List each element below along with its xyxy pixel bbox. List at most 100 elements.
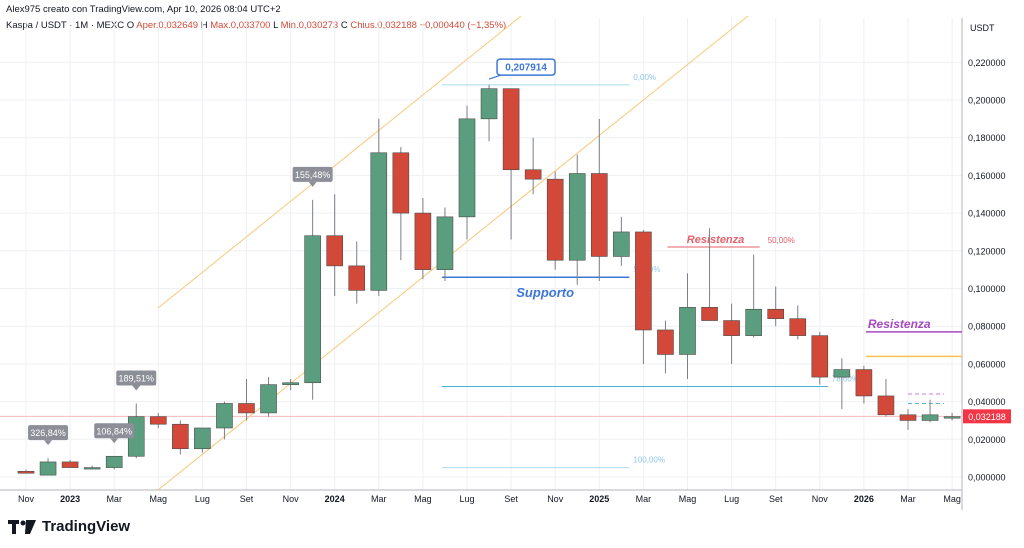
- symbol-label: Kaspa / USDT · 1M · MEXC: [6, 20, 125, 31]
- candle: [260, 384, 277, 414]
- candle: [679, 307, 696, 355]
- candle: [899, 414, 917, 421]
- candle: [39, 461, 57, 476]
- x-tick-label: Nov: [812, 494, 829, 504]
- last-price-label: 0,032188: [968, 412, 1006, 422]
- candle: [172, 423, 189, 450]
- resistance-2-label: Resistenza: [868, 317, 931, 331]
- y-tick-label: 0,140000: [968, 209, 1006, 219]
- percent-tag-box: [94, 423, 135, 439]
- candle: [216, 403, 233, 429]
- candle: [414, 212, 432, 270]
- y-tick-label: 0,200000: [968, 96, 1006, 106]
- candle: [326, 235, 344, 267]
- candle: [811, 335, 829, 378]
- candle: [635, 231, 652, 331]
- change-value: −0,000440 (−1,35%): [419, 20, 507, 31]
- candle: [238, 403, 255, 414]
- y-tick-label: 0,160000: [968, 171, 1006, 181]
- candle: [194, 427, 211, 450]
- candle: [436, 216, 454, 270]
- y-tick-label: 0,020000: [968, 435, 1006, 445]
- fib-level-label: 78,60%: [832, 375, 859, 384]
- candle: [17, 471, 35, 474]
- candle: [590, 173, 608, 257]
- brand-name: TradingView: [42, 518, 131, 535]
- x-tick-label: Lug: [195, 494, 210, 504]
- ohlc-legend: Kaspa / USDT · 1M · MEXC O Aper.0,032649…: [6, 20, 506, 31]
- y-tick-label: 0,100000: [968, 284, 1006, 294]
- percent-tag-pointer: [44, 440, 53, 446]
- y-tick-label: 0,060000: [968, 359, 1006, 369]
- low-value: Min.0,030273: [280, 20, 339, 31]
- x-tick-label: 2023: [60, 494, 80, 504]
- y-tick-label: 0,180000: [968, 133, 1006, 143]
- candle: [546, 178, 564, 261]
- x-tick-label: Set: [240, 494, 254, 504]
- high-callout-label: 0,207914: [505, 63, 547, 74]
- x-tick-label: Mag: [943, 494, 961, 504]
- candle: [568, 173, 586, 261]
- candle: [83, 467, 101, 470]
- percent-tag-pointer: [110, 438, 119, 444]
- candle: [304, 235, 321, 384]
- tradingview-logo[interactable]: TradingView: [8, 518, 130, 535]
- x-tick-label: Set: [769, 494, 783, 504]
- candle: [833, 369, 851, 378]
- percent-tag-label: 326,84%: [30, 428, 66, 438]
- high-value: Max.0,033700: [210, 20, 271, 31]
- resistance-fib-label: 50,00%: [768, 236, 795, 245]
- candle: [767, 308, 785, 319]
- candle: [657, 329, 674, 355]
- candle: [348, 265, 366, 291]
- candle: [613, 231, 630, 257]
- close-label: C: [340, 20, 348, 31]
- support-label: Supporto: [516, 285, 574, 300]
- currency-label: USDT: [970, 23, 995, 33]
- x-tick-label: Nov: [283, 494, 300, 504]
- resistance-label: Resistenza: [687, 234, 744, 246]
- x-tick-label: Mar: [371, 494, 387, 504]
- x-tick-label: Set: [504, 494, 518, 504]
- x-tick-label: 2024: [325, 494, 345, 504]
- open-value: Aper.0,032649: [136, 20, 199, 31]
- fib-level-label: 100,00%: [633, 456, 665, 465]
- candle: [789, 318, 807, 336]
- fib-level-label: 0,00%: [633, 73, 656, 82]
- candle: [943, 416, 961, 419]
- x-tick-label: Mar: [636, 494, 652, 504]
- candle: [502, 88, 520, 171]
- candle: [723, 320, 740, 336]
- channel-upper-line: [157, 15, 522, 309]
- x-tick-label: Lug: [724, 494, 739, 504]
- candle: [150, 416, 167, 425]
- candle: [745, 308, 762, 336]
- candle: [480, 88, 498, 120]
- high-callout-box: [496, 58, 556, 76]
- x-tick-label: Nov: [18, 494, 35, 504]
- candle: [282, 382, 299, 385]
- candle: [524, 169, 542, 180]
- x-tick-label: Mag: [679, 494, 697, 504]
- close-value: Chius.0,032188: [350, 20, 417, 31]
- candle: [61, 461, 79, 468]
- y-tick-label: 0,000000: [968, 473, 1006, 483]
- open-label: O: [126, 20, 135, 31]
- percent-tag-label: 106,84%: [96, 426, 132, 436]
- percent-tag-box: [292, 166, 333, 182]
- chart-credit: Alex975 creato con TradingView.com, Apr …: [6, 4, 281, 15]
- x-tick-label: Mar: [106, 494, 122, 504]
- last-price-tag: [963, 409, 1011, 424]
- high-label: H: [200, 20, 208, 31]
- low-label: L: [273, 20, 278, 31]
- y-tick-label: 0,040000: [968, 397, 1006, 407]
- candle: [370, 152, 388, 291]
- candle: [855, 369, 873, 397]
- x-tick-label: Nov: [547, 494, 564, 504]
- percent-tag-pointer: [308, 181, 317, 187]
- x-tick-label: 2026: [854, 494, 874, 504]
- x-tick-label: Lug: [459, 494, 474, 504]
- x-tick-label: 2025: [589, 494, 609, 504]
- x-tick-label: Mar: [900, 494, 916, 504]
